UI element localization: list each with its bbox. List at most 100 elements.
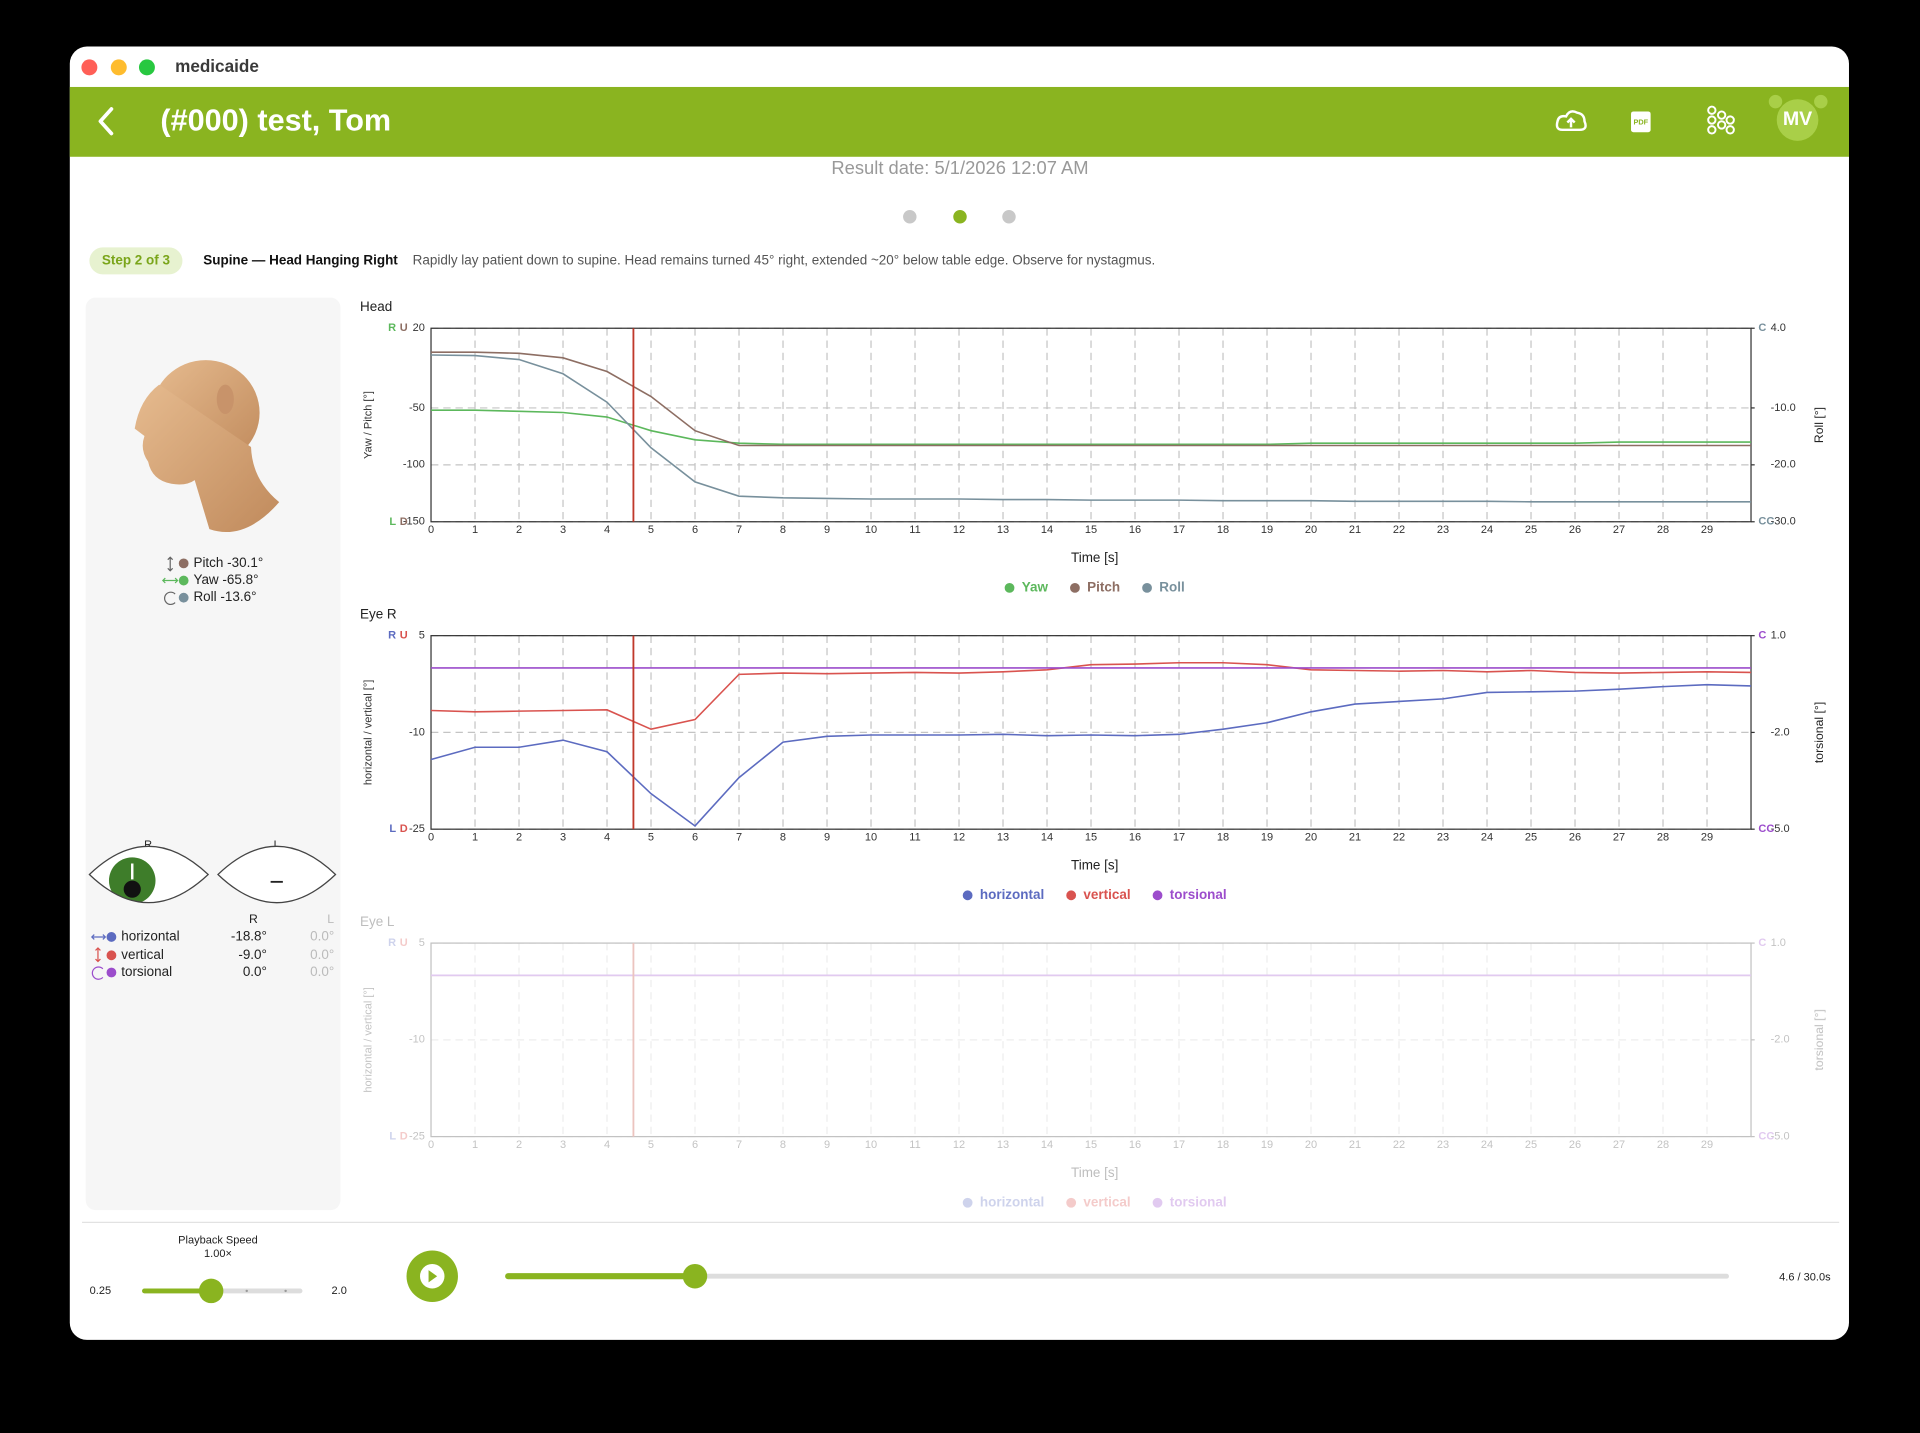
x-tick-label: 23: [1437, 1139, 1449, 1151]
minimize-button[interactable]: [110, 59, 127, 76]
x-tick-label: 8: [780, 1139, 786, 1151]
legend: horizontal vertical torsional: [962, 1194, 1227, 1209]
x-tick-label: 12: [953, 1139, 965, 1151]
y-tick-label: -150: [403, 516, 425, 528]
x-tick-label: 9: [824, 832, 830, 844]
step-description: Rapidly lay patient down to supine. Head…: [413, 252, 1156, 267]
y-tick-label: 20: [413, 322, 425, 334]
page-dot-active[interactable]: [953, 210, 967, 224]
zoom-button[interactable]: [138, 59, 155, 76]
legend-swatch: [1152, 890, 1163, 901]
legend-swatch: [1152, 1197, 1163, 1208]
speed-knob[interactable]: [198, 1278, 224, 1304]
time-label: 4.6 / 30.0s: [1779, 1271, 1831, 1283]
x-tick-label: 10: [865, 524, 877, 536]
x-tick-label: 23: [1437, 524, 1449, 536]
legend-swatch: [1066, 890, 1077, 901]
corner-word: U: [400, 630, 408, 642]
x-tick-label: 4: [604, 1139, 610, 1151]
legend: Yaw Pitch Roll: [1004, 579, 1185, 594]
pattern-icon[interactable]: [1707, 105, 1735, 135]
x-tick-label: 5: [648, 524, 654, 536]
x-tick-label: 25: [1525, 832, 1537, 844]
x-tick-label: 14: [1041, 832, 1053, 844]
corner-word: L: [389, 823, 396, 835]
x-tick-label: 16: [1129, 524, 1141, 536]
x-tick-label: 22: [1393, 524, 1405, 536]
play-button[interactable]: [406, 1250, 458, 1302]
x-tick-label: 29: [1701, 832, 1713, 844]
eye-row-name: torsional: [121, 964, 172, 979]
y2-tick-label: -5.0: [1771, 823, 1790, 835]
y2-tick-label: -2.0: [1771, 1034, 1790, 1046]
back-button[interactable]: [98, 107, 114, 136]
legend: horizontal vertical torsional: [962, 887, 1227, 902]
page-dot[interactable]: [903, 210, 917, 224]
x-tick-label: 0: [428, 832, 434, 844]
right-eye: [88, 845, 210, 904]
x-tick-label: 22: [1393, 832, 1405, 844]
x-tick-label: 16: [1129, 1139, 1141, 1151]
legend-label: Pitch: [1087, 579, 1120, 594]
patient-title: (#000) test, Tom: [160, 104, 391, 138]
x-tick-label: 15: [1085, 1139, 1097, 1151]
x-tick-label: 5: [648, 1139, 654, 1151]
upload-icon[interactable]: [1555, 110, 1587, 132]
corner-word: D: [400, 516, 408, 528]
x-tick-label: 29: [1701, 524, 1713, 536]
chart-title: Eye R: [360, 606, 397, 621]
speed-title: Playback Speed: [178, 1235, 258, 1247]
x-tick-label: 21: [1349, 832, 1361, 844]
x-tick-label: 1: [472, 1139, 478, 1151]
x-tick-label: 26: [1569, 1139, 1581, 1151]
x-tick-label: 26: [1569, 832, 1581, 844]
legend-label: Roll: [1159, 579, 1184, 594]
x-axis-label: Time [s]: [1071, 857, 1118, 872]
y-tick-label: 5: [419, 630, 425, 642]
x-tick-label: 26: [1569, 524, 1581, 536]
x-tick-label: 0: [428, 1139, 434, 1151]
corner-word: U: [400, 322, 408, 334]
axis-corner-label: CC: [1758, 1131, 1774, 1143]
x-tick-label: 15: [1085, 832, 1097, 844]
x-tick-label: 20: [1305, 832, 1317, 844]
avatar[interactable]: MV: [1767, 93, 1829, 141]
chart-title: Head: [360, 299, 392, 314]
x-tick-label: 13: [997, 832, 1009, 844]
x-tick-label: 13: [997, 524, 1009, 536]
eye-row-icons: [90, 932, 117, 980]
x-tick-label: 9: [824, 1139, 830, 1151]
roll-readout: Roll -13.6°: [193, 589, 256, 604]
progress-knob[interactable]: [682, 1263, 708, 1289]
x-tick-label: 12: [953, 832, 965, 844]
x-tick-label: 24: [1481, 832, 1493, 844]
y-tick-label: -25: [409, 823, 425, 835]
x-tick-label: 3: [560, 1139, 566, 1151]
corner-word: D: [400, 823, 408, 835]
x-tick-label: 28: [1657, 524, 1669, 536]
eye-row-r: -9.0°: [238, 947, 267, 962]
x-tick-label: 20: [1305, 524, 1317, 536]
legend-label: vertical: [1083, 887, 1130, 902]
page-dot[interactable]: [1002, 210, 1016, 224]
close-button[interactable]: [81, 59, 98, 76]
x-tick-label: 13: [997, 1139, 1009, 1151]
app-name: medicaide: [175, 56, 259, 76]
pdf-icon[interactable]: PDF: [1631, 111, 1651, 133]
legend-label: horizontal: [980, 1194, 1044, 1209]
axis-corner-label: CC: [1758, 823, 1774, 835]
svg-text:PDF: PDF: [1633, 117, 1648, 126]
x-tick-label: 22: [1393, 1139, 1405, 1151]
legend-swatch: [1142, 582, 1152, 593]
axis-corner-label: C: [1758, 630, 1766, 642]
y2-tick-label: 1.0: [1771, 937, 1786, 949]
x-tick-label: 25: [1525, 1139, 1537, 1151]
series-line: [431, 409, 1752, 446]
eye-row-l: 0.0°: [310, 929, 334, 944]
corner-word: L: [389, 1131, 396, 1143]
x-tick-label: 8: [780, 524, 786, 536]
result-date: Result date: 5/1/2026 12:07 AM: [831, 157, 1088, 178]
column-header: R: [249, 912, 258, 926]
